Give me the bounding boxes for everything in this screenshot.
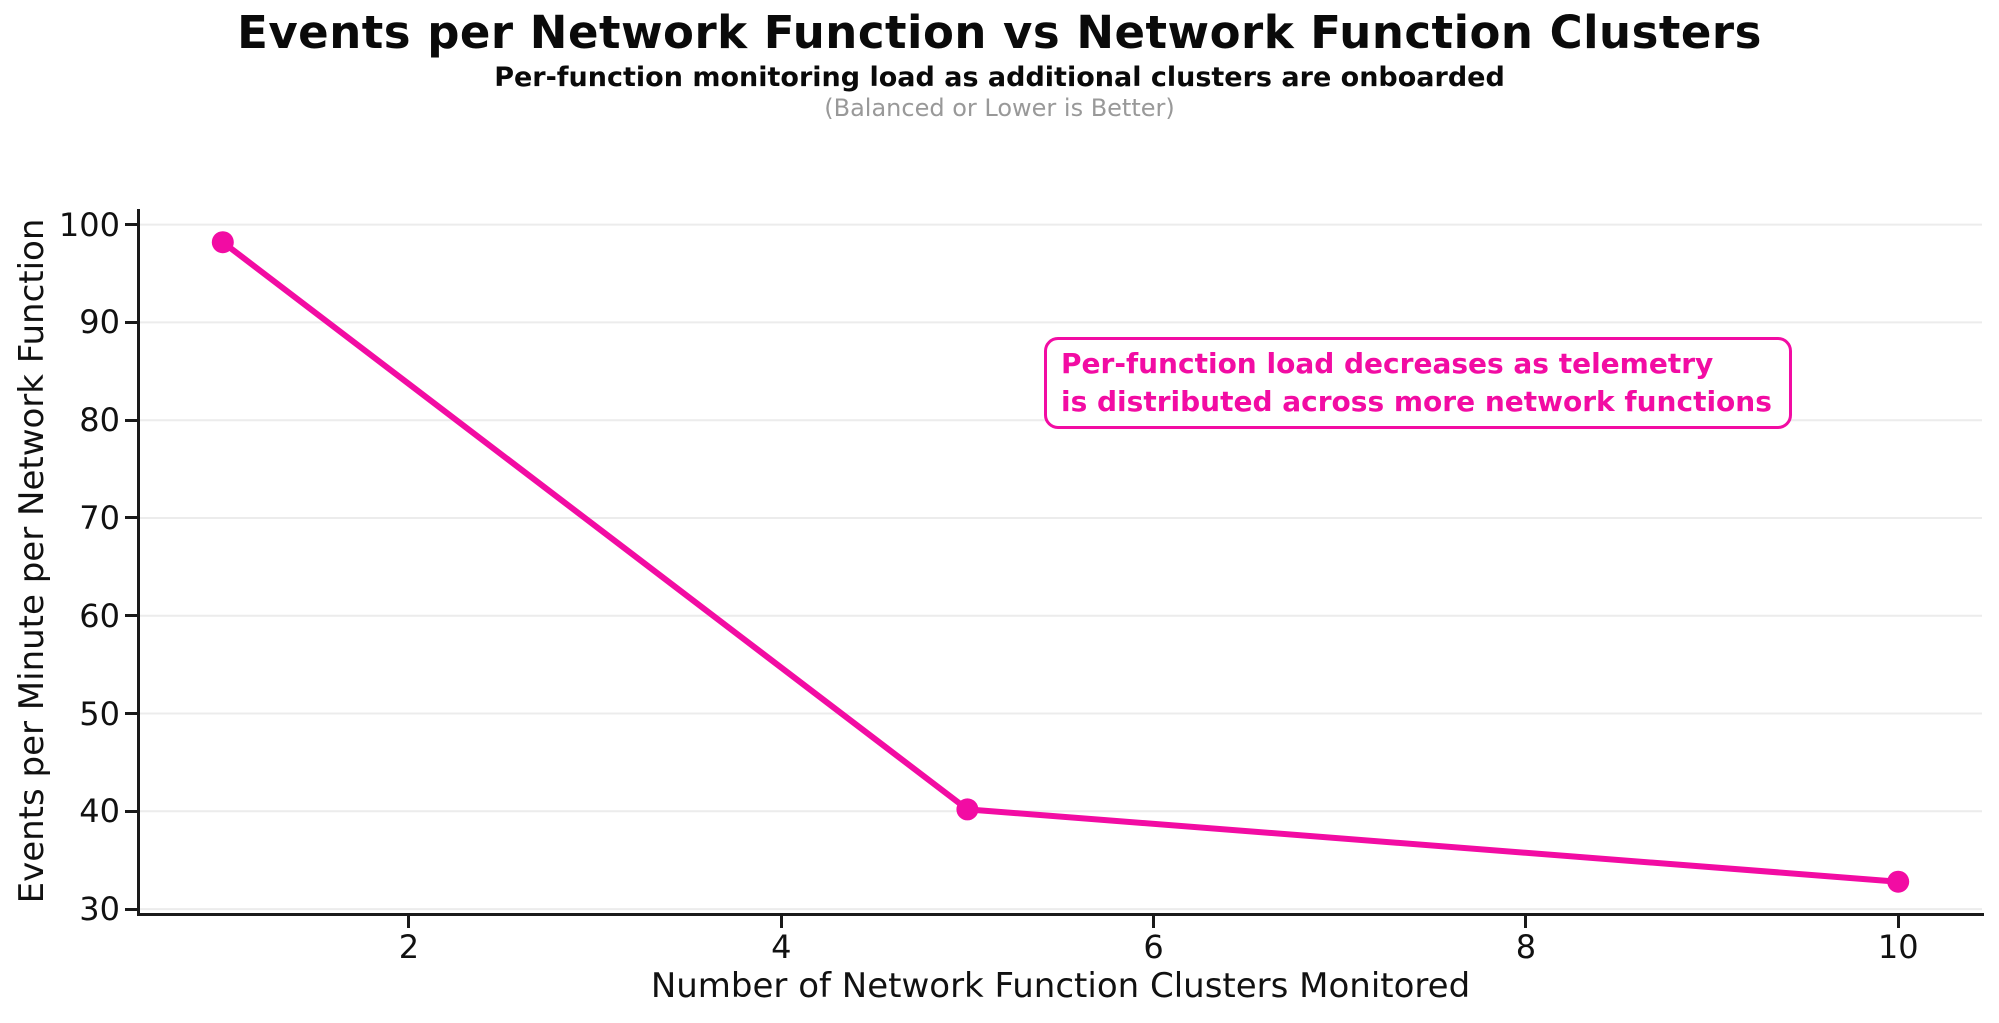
x-axis-spine <box>137 913 1984 916</box>
x-tick-mark <box>1152 916 1156 928</box>
y-tick-label: 50 <box>79 694 120 733</box>
y-tick-mark <box>125 809 137 813</box>
y-tick-label: 90 <box>79 303 120 342</box>
y-tick-mark <box>125 712 137 716</box>
y-tick-mark <box>125 418 137 422</box>
chart-canvas <box>139 223 1982 911</box>
x-tick-label: 4 <box>771 928 792 966</box>
x-tick-mark <box>1896 916 1900 928</box>
x-tick-label: 10 <box>1877 928 1919 966</box>
y-tick-label: 70 <box>79 498 120 537</box>
y-tick-label: 80 <box>79 401 120 440</box>
x-tick-label: 6 <box>1143 928 1164 966</box>
x-tick-mark <box>407 916 411 928</box>
y-tick-mark <box>125 907 137 911</box>
data-point-marker <box>1887 870 1910 893</box>
y-tick-label: 100 <box>58 205 120 244</box>
plot-area: Per-function load decreases as telemetry… <box>139 209 1982 913</box>
annotation-line-1: Per-function load decreases as telemetry <box>1061 347 1714 380</box>
data-point-marker <box>956 798 979 821</box>
y-tick-mark <box>125 614 137 618</box>
annotation-line-2: is distributed across more network funct… <box>1061 385 1772 418</box>
x-tick-mark <box>1524 916 1528 928</box>
chart-note: (Balanced or Lower is Better) <box>824 94 1175 122</box>
y-tick-label: 60 <box>79 596 120 635</box>
y-tick-label: 30 <box>79 890 120 929</box>
x-tick-label: 8 <box>1515 928 1537 966</box>
y-tick-mark <box>125 320 137 324</box>
annotation-box: Per-function load decreases as telemetry… <box>1044 337 1792 429</box>
y-axis-spine <box>137 209 140 915</box>
y-tick-mark <box>125 516 137 520</box>
x-tick-mark <box>779 916 783 928</box>
x-axis-label: Number of Network Function Clusters Moni… <box>650 966 1471 1006</box>
x-tick-label: 2 <box>398 928 420 966</box>
y-tick-label: 40 <box>79 792 120 831</box>
data-point-marker <box>211 231 234 254</box>
chart-title: Events per Network Function vs Network F… <box>237 6 1762 59</box>
chart-subtitle: Per-function monitoring load as addition… <box>494 62 1505 93</box>
y-tick-mark <box>125 223 137 227</box>
